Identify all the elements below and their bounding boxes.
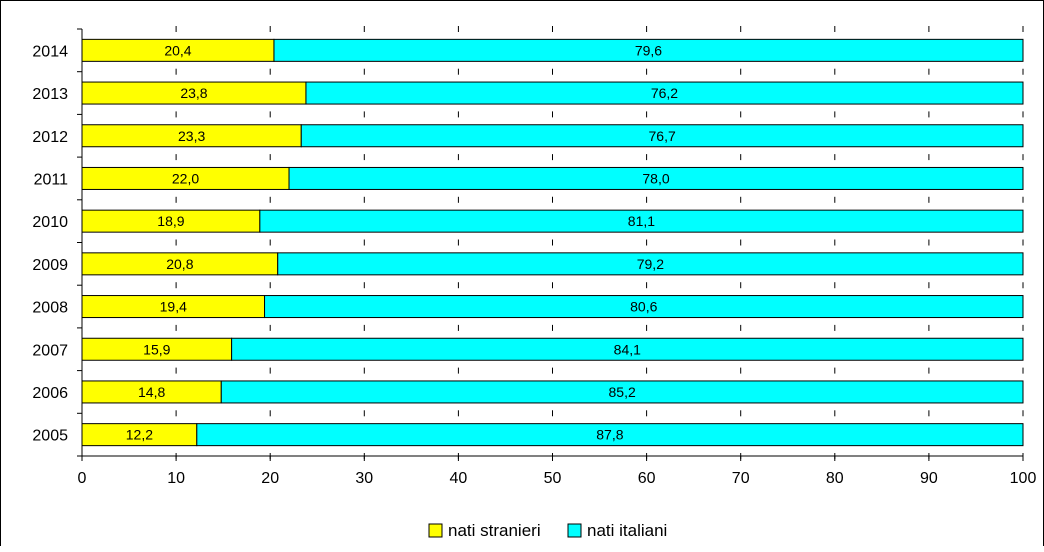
y-tick-label: 2007 bbox=[32, 342, 68, 359]
bar-data-label: 84,1 bbox=[614, 341, 641, 357]
x-tick-label: 40 bbox=[450, 470, 468, 487]
y-tick-labels: 2014 2013 2012 2011 2010 2009 2008 2007 2006 2005 bbox=[32, 43, 68, 444]
bar-data-label: 85,2 bbox=[609, 384, 636, 400]
bar-data-label: 80,6 bbox=[630, 299, 657, 315]
bar-data-label: 81,1 bbox=[628, 213, 655, 229]
bar-data-label: 79,6 bbox=[635, 42, 662, 58]
bar-nati-italiani bbox=[288, 166, 1024, 190]
bar-data-label: 87,8 bbox=[596, 427, 623, 443]
y-tick-label: 2010 bbox=[32, 214, 68, 231]
legend-label-italiani: nati italiani bbox=[587, 521, 667, 540]
bar-data-label: 15,9 bbox=[143, 341, 170, 357]
x-tick-label: 20 bbox=[261, 470, 279, 487]
y-tick-label: 2012 bbox=[32, 129, 68, 146]
bar-labels-group: 20,4 79,6 23,8 76,2 23,3 76,7 22,0 78,0 18,9 81,1… bbox=[126, 42, 679, 442]
bar-data-label: 20,8 bbox=[166, 256, 193, 272]
bar-data-label: 14,8 bbox=[138, 384, 165, 400]
bars-group bbox=[81, 38, 1024, 447]
bar-data-label: 18,9 bbox=[157, 213, 184, 229]
bar-nati-italiani bbox=[196, 423, 1024, 447]
y-tick-label: 2014 bbox=[32, 43, 68, 60]
x-tick-label: 70 bbox=[732, 470, 750, 487]
x-tick-label: 90 bbox=[920, 470, 938, 487]
y-tick-label: 2006 bbox=[32, 385, 68, 402]
legend: nati stranieri nati italiani bbox=[428, 521, 667, 540]
bar-data-label: 76,7 bbox=[649, 128, 676, 144]
bar-data-label: 23,3 bbox=[178, 128, 205, 144]
bar-nati-italiani bbox=[220, 380, 1024, 404]
legend-label-stranieri: nati stranieri bbox=[448, 521, 541, 540]
y-tick-label: 2011 bbox=[34, 171, 69, 188]
bar-data-label: 22,0 bbox=[172, 170, 199, 186]
x-tick-label: 60 bbox=[638, 470, 656, 487]
x-tick-labels: 0 10 20 30 40 50 60 70 80 90 100 bbox=[78, 470, 1037, 487]
bar-data-label: 79,2 bbox=[637, 256, 664, 272]
y-tick-label: 2013 bbox=[32, 86, 68, 103]
bar-nati-italiani bbox=[277, 252, 1024, 276]
legend-swatch-italiani bbox=[567, 523, 582, 538]
legend-swatch-stranieri bbox=[428, 523, 443, 538]
bar-data-label: 19,4 bbox=[160, 299, 187, 315]
x-tick-label: 0 bbox=[78, 470, 87, 487]
x-tick-label: 10 bbox=[167, 470, 185, 487]
y-tick-label: 2009 bbox=[32, 257, 68, 274]
x-tick-label: 30 bbox=[355, 470, 373, 487]
bar-data-label: 12,2 bbox=[126, 427, 153, 443]
x-tick-label: 50 bbox=[544, 470, 562, 487]
x-tick-label: 100 bbox=[1010, 470, 1037, 487]
y-tick-label: 2005 bbox=[32, 428, 68, 445]
y-tick-label: 2008 bbox=[32, 300, 68, 317]
bar-nati-italiani bbox=[231, 337, 1024, 361]
bar-data-label: 20,4 bbox=[164, 42, 191, 58]
bar-data-label: 78,0 bbox=[642, 170, 669, 186]
bar-nati-italiani bbox=[264, 295, 1024, 319]
bar-nati-italiani bbox=[259, 209, 1024, 233]
bar-data-label: 23,8 bbox=[180, 85, 207, 101]
bar-nati-italiani bbox=[305, 81, 1024, 105]
x-tick-label: 80 bbox=[826, 470, 844, 487]
bar-nati-italiani bbox=[273, 38, 1024, 62]
bar-nati-italiani bbox=[300, 124, 1024, 148]
bar-data-label: 76,2 bbox=[651, 85, 678, 101]
